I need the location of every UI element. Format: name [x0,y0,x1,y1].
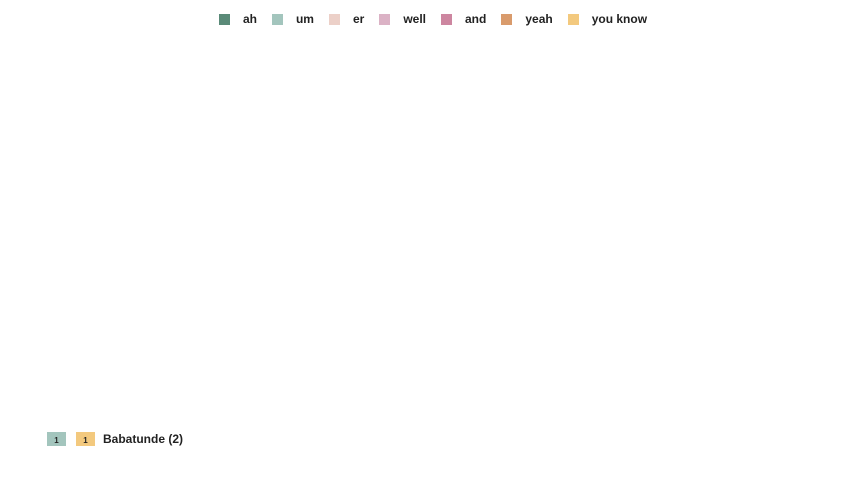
legend-label: and [465,12,487,26]
legend-swatch [441,13,452,25]
legend-item: yeah [501,12,553,26]
legend-swatch [218,13,230,25]
row-label: Babatunde (2) [103,432,184,446]
legend-label: you know [591,12,648,26]
legend-label: yeah [525,12,553,26]
legend-item: ah [218,12,257,26]
bar-segment: 1 [76,432,95,446]
legend-swatch [379,13,391,25]
chart-legend: ah um er well and yeah you know [0,12,864,26]
legend-label: well [403,12,426,26]
legend-label: ah [242,12,257,26]
legend-item: er [328,12,365,26]
legend-item: um [271,12,314,26]
legend-item: and [441,12,486,26]
bar-segment: 1 [47,432,66,446]
legend-label: um [295,12,314,26]
legend-swatch [271,13,283,25]
legend-label: er [352,12,365,26]
legend-item: you know [567,12,648,26]
legend-swatch [328,13,340,25]
legend-swatch [567,13,579,25]
legend-swatch [501,13,513,25]
legend-item: well [379,12,426,26]
